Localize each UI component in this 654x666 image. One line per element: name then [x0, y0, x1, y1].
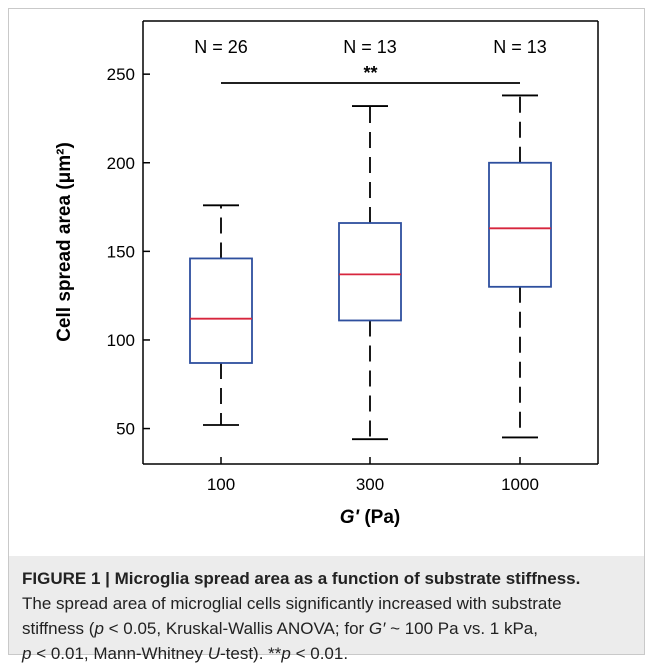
caption-text: stiffness (	[22, 619, 95, 638]
chart-marks: 50 100 150 200 250 100 300 1000 N = 26 N = 13 N = …	[107, 37, 552, 494]
caption-italic-u: U	[207, 644, 220, 663]
x-tick-label: 1000	[501, 475, 539, 494]
caption-text: ~ 100 Pa vs. 1 kPa,	[385, 619, 538, 638]
box-iqr	[338, 222, 402, 322]
caption-title: FIGURE 1 | Microglia spread area as a fu…	[22, 569, 581, 588]
caption-line-1: The spread area of microglial cells sign…	[22, 594, 562, 613]
caption-background	[9, 556, 644, 654]
x-axis-label-unit: (Pa)	[359, 507, 400, 528]
caption-italic-g: G′	[368, 619, 386, 638]
x-axis-label: G' (Pa)	[340, 507, 400, 528]
y-tick-label: 200	[107, 154, 135, 173]
box-iqr	[488, 161, 552, 288]
x-axis-label-variable: G'	[340, 507, 361, 528]
y-tick-label: 250	[107, 65, 135, 84]
caption-text: < 0.01, Mann-Whitney	[31, 644, 208, 663]
figure-caption: FIGURE 1 | Microglia spread area as a fu…	[22, 566, 637, 666]
x-tick-label: 100	[207, 475, 235, 494]
caption-italic-p: p	[281, 644, 291, 663]
caption-line-2: stiffness (p < 0.05, Kruskal-Wallis ANOV…	[22, 616, 637, 641]
x-tick-label: 300	[356, 475, 384, 494]
y-axis-label: Cell spread area (μm²)	[54, 142, 75, 342]
caption-text: < 0.05, Kruskal-Wallis ANOVA; for	[103, 619, 369, 638]
caption-line-3: p < 0.01, Mann-Whitney U-test). **p < 0.…	[22, 641, 637, 666]
caption-text: < 0.01.	[290, 644, 349, 663]
y-tick-label: 50	[116, 420, 135, 439]
box-plot-chart: 50 100 150 200 250 100 300 1000 N = 26 N = 13 N = …	[54, 20, 599, 528]
sample-size-label: N = 13	[493, 37, 547, 57]
y-tick-label: 150	[107, 242, 135, 261]
figure-frame	[8, 8, 645, 655]
y-tick-label: 100	[107, 331, 135, 350]
caption-text: -test). **	[219, 644, 282, 663]
significance-label: **	[363, 63, 377, 83]
caption-italic-p: p	[22, 644, 32, 663]
sample-size-label: N = 13	[343, 37, 397, 57]
box-iqr	[189, 257, 253, 364]
caption-italic-p: p	[94, 619, 104, 638]
sample-size-label: N = 26	[194, 37, 248, 57]
